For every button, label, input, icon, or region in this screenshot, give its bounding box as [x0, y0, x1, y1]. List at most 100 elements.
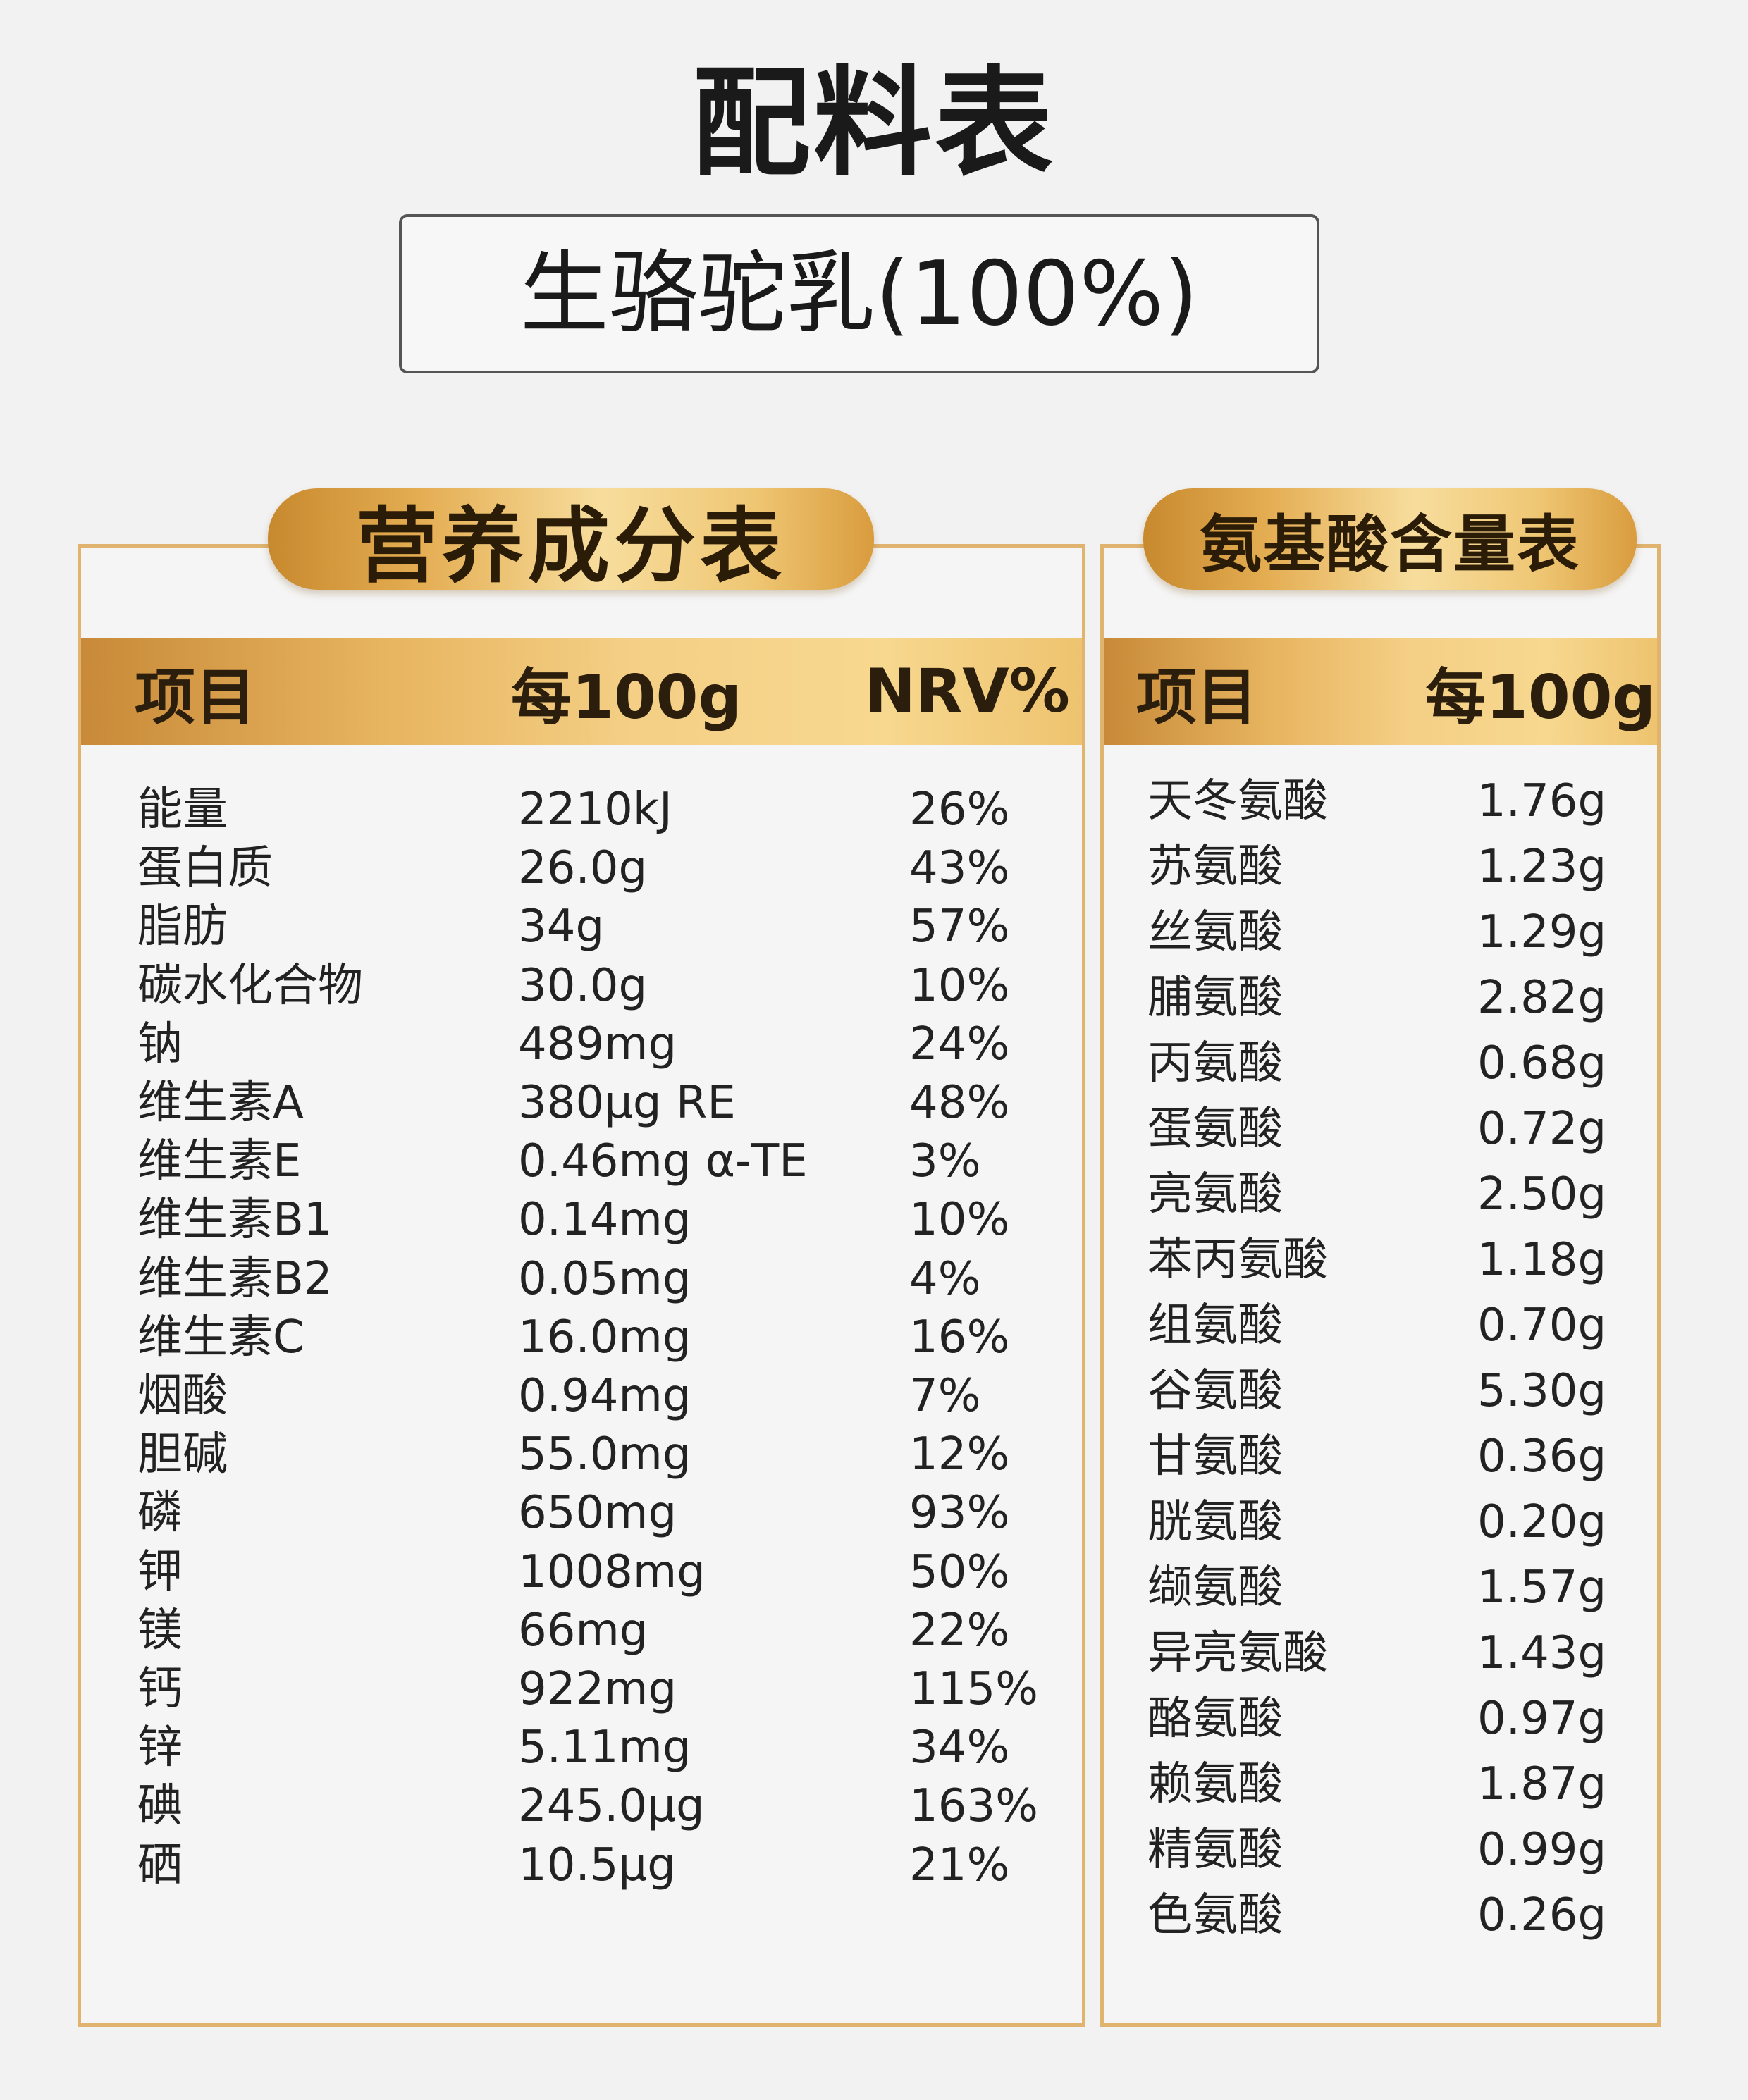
cell-nrv: 43% — [909, 842, 1010, 895]
cell-item: 钙 — [137, 1663, 183, 1715]
cell-value: 2.82g — [1477, 972, 1607, 1024]
cell-item: 碘 — [137, 1780, 183, 1833]
amino-acid-table: 项目 每100g 天冬氨酸 1.76g 苏氨酸 1.23g 丝氨酸 1.29g 脯氨酸 2.8… — [1100, 544, 1661, 2027]
cell-item: 赖氨酸 — [1147, 1758, 1283, 1810]
cell-nrv: 34% — [909, 1722, 1010, 1774]
cell-item: 色氨酸 — [1147, 1889, 1283, 1941]
cell-value: 1.76g — [1477, 775, 1607, 827]
cell-item: 碳水化合物 — [137, 959, 363, 1012]
cell-item: 维生素B2 — [137, 1252, 333, 1305]
cell-value: 0.14mg — [518, 1194, 691, 1247]
cell-item: 脂肪 — [137, 901, 228, 953]
nutrition-header-row: 项目 每100g NRV% — [81, 638, 1082, 745]
cell-item: 钠 — [137, 1018, 183, 1070]
table-row: 蛋氨酸 0.72g — [1104, 1099, 1657, 1159]
cell-value: 26.0g — [518, 842, 648, 895]
cell-nrv: 4% — [909, 1252, 981, 1305]
cell-item: 维生素C — [137, 1311, 304, 1364]
cell-item: 缬氨酸 — [1147, 1562, 1283, 1614]
cell-item: 天冬氨酸 — [1147, 775, 1328, 827]
cell-item: 磷 — [137, 1487, 183, 1540]
table-row: 精氨酸 0.99g — [1104, 1820, 1657, 1879]
table-row: 维生素B1 0.14mg 10% — [81, 1190, 1082, 1249]
page-title: 配料表 — [692, 54, 1056, 192]
cell-nrv: 50% — [909, 1545, 1010, 1598]
cell-value: 0.26g — [1477, 1889, 1607, 1941]
cell-value: 1.87g — [1477, 1758, 1607, 1810]
table-row: 钙 922mg 115% — [81, 1660, 1082, 1719]
cell-nrv: 93% — [909, 1487, 1010, 1540]
table-row: 色氨酸 0.26g — [1104, 1886, 1657, 1945]
cell-value: 66mg — [518, 1604, 648, 1657]
nutrition-table: 项目 每100g NRV% 能量 2210kJ 26% 蛋白质 26.0g 43% 脂肪 34… — [78, 544, 1085, 2027]
cell-value: 1.23g — [1477, 841, 1607, 893]
table-row: 维生素C 16.0mg 16% — [81, 1308, 1082, 1367]
table-row: 碘 245.0μg 163% — [81, 1777, 1082, 1836]
table-row: 丙氨酸 0.68g — [1104, 1034, 1657, 1093]
cell-value: 0.72g — [1477, 1103, 1607, 1155]
cell-item: 镁 — [137, 1604, 183, 1657]
cell-item: 谷氨酸 — [1147, 1365, 1283, 1417]
cell-item: 胱氨酸 — [1147, 1496, 1283, 1548]
ingredient-box: 生骆驼乳(100%) — [399, 214, 1319, 373]
cell-value: 0.05mg — [518, 1252, 691, 1305]
header-per100g: 每100g — [511, 662, 742, 733]
table-row: 镁 66mg 22% — [81, 1601, 1082, 1660]
cell-value: 489mg — [518, 1018, 677, 1070]
cell-item: 苯丙氨酸 — [1147, 1234, 1328, 1286]
cell-nrv: 57% — [909, 901, 1010, 953]
header-per100g: 每100g — [1425, 662, 1656, 733]
cell-nrv: 115% — [909, 1663, 1038, 1715]
cell-value: 10.5μg — [518, 1839, 676, 1891]
table-row: 烟酸 0.94mg 7% — [81, 1366, 1082, 1426]
cell-value: 5.30g — [1477, 1365, 1607, 1417]
cell-value: 2210kJ — [518, 784, 672, 836]
cell-nrv: 24% — [909, 1018, 1010, 1070]
table-row: 酪氨酸 0.97g — [1104, 1689, 1657, 1748]
table-row: 苯丙氨酸 1.18g — [1104, 1230, 1657, 1290]
cell-value: 0.94mg — [518, 1370, 691, 1422]
table-row: 维生素A 380μg RE 48% — [81, 1073, 1082, 1132]
cell-value: 245.0μg — [518, 1780, 705, 1833]
cell-nrv: 12% — [909, 1428, 1010, 1481]
table-row: 胆碱 55.0mg 12% — [81, 1425, 1082, 1484]
table-row: 天冬氨酸 1.76g — [1104, 772, 1657, 831]
cell-nrv: 21% — [909, 1839, 1010, 1891]
header-nrv: NRV% — [865, 656, 1070, 727]
cell-nrv: 10% — [909, 959, 1010, 1012]
table-row: 甘氨酸 0.36g — [1104, 1427, 1657, 1486]
cell-value: 34g — [518, 901, 605, 953]
table-row: 胱氨酸 0.20g — [1104, 1493, 1657, 1552]
table-row: 钾 1008mg 50% — [81, 1543, 1082, 1602]
cell-value: 0.36g — [1477, 1431, 1607, 1483]
cell-item: 苏氨酸 — [1147, 841, 1283, 893]
cell-nrv: 163% — [909, 1780, 1038, 1833]
table-row: 硒 10.5μg 21% — [81, 1836, 1082, 1895]
cell-nrv: 48% — [909, 1077, 1010, 1129]
cell-item: 蛋氨酸 — [1147, 1103, 1283, 1155]
cell-nrv: 16% — [909, 1311, 1010, 1364]
cell-item: 锌 — [137, 1722, 183, 1774]
cell-value: 0.46mg α-TE — [518, 1135, 808, 1188]
cell-item: 精氨酸 — [1147, 1824, 1283, 1876]
cell-value: 2.50g — [1477, 1168, 1607, 1221]
cell-item: 亮氨酸 — [1147, 1168, 1283, 1221]
cell-value: 0.99g — [1477, 1824, 1607, 1876]
cell-value: 1.43g — [1477, 1627, 1607, 1679]
table-row: 丝氨酸 1.29g — [1104, 903, 1657, 962]
table-row: 碳水化合物 30.0g 10% — [81, 956, 1082, 1015]
cell-nrv: 22% — [909, 1604, 1010, 1657]
cell-item: 钾 — [137, 1545, 183, 1598]
table-row: 能量 2210kJ 26% — [81, 780, 1082, 839]
table-row: 组氨酸 0.70g — [1104, 1296, 1657, 1355]
table-row: 谷氨酸 5.30g — [1104, 1361, 1657, 1421]
table-row: 钠 489mg 24% — [81, 1015, 1082, 1074]
table-row: 蛋白质 26.0g 43% — [81, 839, 1082, 898]
cell-item: 硒 — [137, 1839, 183, 1891]
cell-item: 蛋白质 — [137, 842, 273, 895]
cell-item: 维生素B1 — [137, 1194, 333, 1247]
cell-value: 5.11mg — [518, 1722, 691, 1774]
cell-item: 甘氨酸 — [1147, 1431, 1283, 1483]
cell-value: 1008mg — [518, 1545, 706, 1598]
table-row: 维生素B2 0.05mg 4% — [81, 1249, 1082, 1309]
